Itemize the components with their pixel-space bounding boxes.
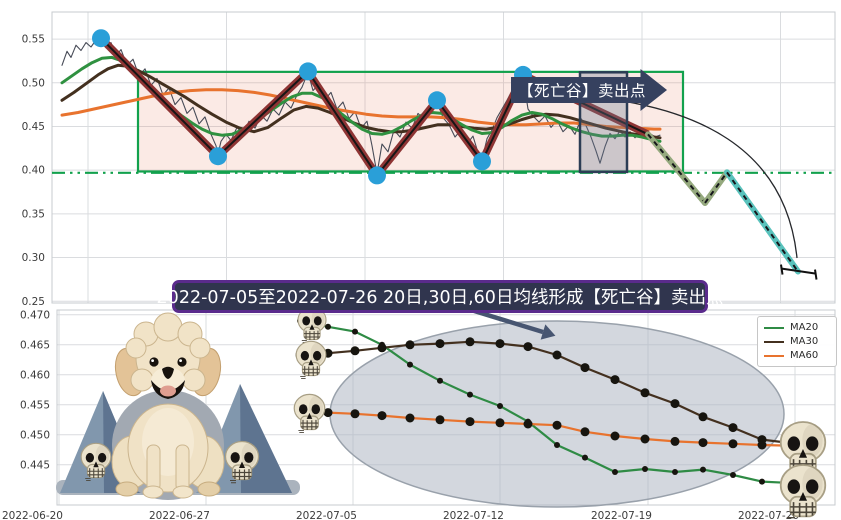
legend-label: MA20: [790, 322, 819, 333]
ma-marker-dot: [612, 469, 618, 475]
ma-marker-dot: [437, 377, 443, 384]
ma-marker-dot: [495, 418, 505, 428]
legend-line-swatch: [764, 326, 784, 329]
ma-marker-dot: [640, 388, 650, 398]
skull-icon: [293, 393, 326, 434]
ma-marker-dot: [465, 337, 475, 347]
ma-marker-dot: [552, 420, 562, 430]
x-tick-label: 2022-06-27: [149, 510, 210, 520]
legend-line-swatch: [764, 340, 784, 343]
forecast-segment: [645, 131, 708, 206]
ma-marker-dot: [325, 323, 331, 330]
ma-marker-dot: [610, 375, 620, 385]
y-tick-label: 0.40: [22, 165, 45, 177]
legend-line-swatch: [764, 354, 784, 357]
ma-marker-dot: [465, 417, 475, 427]
y-tick-label: 0.470: [20, 309, 50, 321]
legend-item-ma30: MA30: [764, 336, 830, 347]
x-tick-label: 2022-07-05: [296, 510, 357, 520]
y-tick-label: 0.50: [22, 77, 45, 89]
turn-point-dot: [299, 62, 317, 81]
ma-marker-dot: [467, 391, 473, 398]
ma-marker-dot: [700, 466, 706, 473]
ma-marker-dot: [580, 427, 590, 437]
ma-marker-dot: [728, 423, 738, 433]
ma-marker-dot: [523, 419, 533, 429]
ma-marker-dot: [642, 466, 648, 472]
y-tick-label: 0.450: [20, 429, 50, 441]
death-valley-ellipse: [329, 320, 785, 508]
ma-marker-dot: [352, 328, 358, 335]
ma-marker-dot: [580, 363, 590, 373]
ma-marker-dot: [323, 408, 333, 418]
date-range-annotation: 2022-07-05至2022-07-26 20日,30日,60日均线形成【死亡…: [157, 280, 723, 313]
ma30-line: [60, 63, 662, 140]
y-tick-label: 0.455: [20, 399, 50, 411]
ma-marker-dot: [670, 399, 680, 409]
ma-marker-dot: [377, 343, 387, 353]
ma-marker-dot: [405, 340, 415, 350]
ma-marker-dot: [582, 454, 588, 461]
y-tick-label: 0.465: [20, 339, 50, 351]
legend-item-ma20: MA20: [764, 322, 830, 333]
y-tick-label: 0.445: [20, 459, 50, 471]
ma-marker-dot: [728, 439, 738, 449]
ma-marker-dot: [350, 409, 360, 419]
legend-label: MA60: [790, 350, 819, 361]
ma-marker-dot: [672, 469, 678, 475]
forecast-dash: [726, 171, 799, 273]
turn-point-dot: [428, 91, 446, 110]
turn-point-dot: [209, 147, 227, 166]
y-tick-label: 0.30: [22, 252, 45, 264]
x-tick-label: 2022-07-12: [443, 510, 504, 520]
turn-point-dot: [368, 166, 386, 185]
ma-marker-dot: [552, 350, 562, 360]
ma-marker-dot: [610, 431, 620, 441]
price-panel: 0.55 0.50 0.45 0.40 0.35 0.30 0.25: [22, 11, 836, 308]
skull-icon: [295, 340, 327, 380]
ma-marker-dot: [554, 442, 560, 448]
legend-item-ma60: MA60: [764, 350, 830, 361]
ma-marker-dot: [523, 342, 533, 352]
ma-marker-dot: [377, 411, 387, 421]
ma-marker-dot: [495, 339, 505, 349]
ma-marker-dot: [757, 435, 767, 445]
ma-marker-dot: [350, 346, 360, 356]
turn-point-dot: [473, 152, 491, 171]
turn-point-dot: [92, 29, 110, 48]
y-tick-label: 0.45: [22, 121, 45, 133]
ma-marker-dot: [435, 339, 445, 349]
ma-marker-dot: [698, 438, 708, 448]
legend: MA20 MA30 MA60: [757, 316, 837, 367]
x-tick-label: 2022-07-19: [591, 510, 652, 520]
annotation-arrow-head: [540, 324, 556, 340]
x-tick-label: 2022-06-20: [2, 510, 63, 520]
y-tick-label: 0.55: [22, 34, 45, 46]
ma30-detail-line: [299, 340, 788, 444]
y-tick-label: 0.460: [20, 369, 50, 381]
ma-marker-dot: [640, 434, 650, 444]
ma-marker-dot: [730, 472, 736, 478]
ma60-detail-line: [299, 410, 788, 447]
ma20-detail-line: [299, 319, 788, 484]
ma-marker-dot: [497, 403, 503, 409]
x-tick-label: 2022-07-26: [738, 510, 799, 520]
ma-marker-dot: [670, 436, 680, 446]
forecast-dash: [704, 171, 728, 204]
y-tick-label: 0.35: [22, 208, 45, 220]
ma-marker-dot: [698, 412, 708, 422]
ma60-line: [60, 88, 662, 131]
ma-marker-dot: [405, 413, 415, 423]
ma-marker-dot: [407, 361, 413, 368]
ma-marker-dot: [759, 478, 765, 485]
poodle-dog-illustration: [110, 312, 226, 501]
ma-marker-dot: [435, 415, 445, 425]
forecast-end-marker: [780, 264, 818, 280]
y-tick-label: 0.25: [22, 296, 45, 308]
legend-label: MA30: [790, 336, 819, 347]
